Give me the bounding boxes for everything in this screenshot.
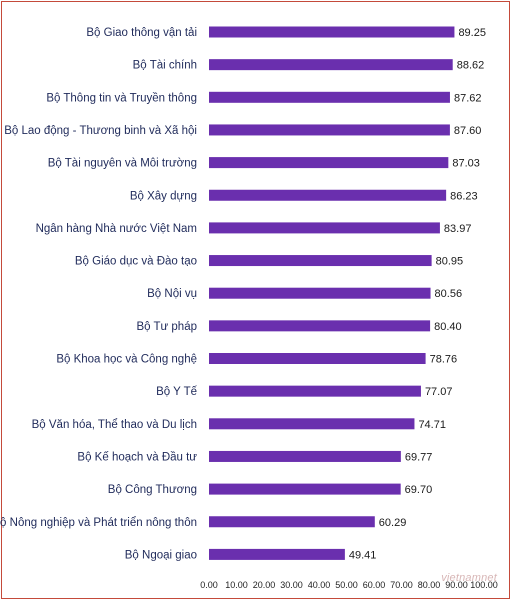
x-tick-label: 80.00 [418, 580, 441, 590]
x-tick-label: 100.00 [470, 580, 498, 590]
bar [209, 418, 415, 430]
value-label: 87.62 [454, 92, 482, 104]
value-label: 88.62 [457, 60, 485, 72]
category-label: Bộ Tài nguyên và Môi trường [48, 158, 197, 170]
bar [209, 124, 450, 136]
bar [209, 548, 345, 560]
category-label: Bộ Lao động - Thương binh và Xã hội [4, 125, 197, 137]
value-label: 60.29 [379, 517, 407, 529]
bar [209, 320, 431, 332]
watermark-logo: vietnamnet [441, 572, 497, 584]
category-label: Bộ Giao thông vận tải [86, 27, 197, 39]
category-label: Bộ Kế hoạch và Đầu tư [77, 451, 197, 463]
category-label: Bộ Giáo dục và Đào tạo [75, 256, 197, 268]
value-label: 80.40 [434, 321, 462, 333]
value-label: 87.60 [454, 125, 482, 137]
category-label: Bộ Công Thương [108, 484, 197, 496]
category-label: Ngân hàng Nhà nước Việt Nam [36, 223, 197, 235]
bar [209, 157, 449, 169]
category-label: Bộ Tài chính [133, 60, 197, 72]
bar [209, 287, 431, 299]
value-label: 74.71 [418, 419, 446, 431]
x-tick-label: 20.00 [253, 580, 276, 590]
bar [209, 483, 401, 495]
bar [209, 189, 447, 201]
category-label: Bộ Ngoại giao [125, 549, 197, 561]
category-label: Bộ Xây dựng [130, 190, 197, 202]
category-label: Bộ Khoa học và Công nghệ [56, 354, 197, 366]
bar [209, 353, 426, 364]
value-label: 49.41 [349, 549, 377, 561]
value-label: 69.77 [405, 451, 433, 463]
bar [209, 516, 375, 528]
category-label: Bộ Tư pháp [136, 321, 197, 333]
bar [209, 450, 401, 462]
value-label: 69.70 [405, 484, 433, 496]
x-tick-label: 60.00 [363, 580, 386, 590]
bar [209, 385, 421, 397]
category-label: Bộ Nông nghiệp và Phát triển nông thôn [0, 517, 197, 529]
x-tick-label: 40.00 [308, 580, 331, 590]
x-tick-label: 30.00 [280, 580, 303, 590]
value-label: 83.97 [444, 223, 472, 235]
category-label: Bộ Văn hóa, Thể thao và Du lịch [32, 419, 197, 431]
bar [209, 222, 440, 234]
x-tick-label: 50.00 [335, 580, 358, 590]
value-label: 87.03 [452, 158, 480, 170]
category-label: Bộ Thông tin và Truyền thông [46, 92, 197, 104]
bar [209, 91, 450, 103]
x-tick-label: 0.00 [200, 580, 218, 590]
bar [209, 255, 432, 267]
value-label: 86.23 [450, 190, 478, 202]
value-label: 80.95 [436, 256, 464, 268]
value-label: 77.07 [425, 386, 453, 398]
x-tick-label: 10.00 [225, 580, 248, 590]
value-label: 78.76 [430, 354, 458, 366]
category-label: Bộ Y Tế [156, 386, 198, 398]
bar [209, 59, 453, 71]
category-label: Bộ Nội vụ [147, 288, 197, 300]
value-label: 80.56 [435, 288, 463, 300]
value-label: 89.25 [458, 27, 486, 39]
x-tick-label: 70.00 [390, 580, 413, 590]
bar [209, 26, 455, 38]
x-tick-label: 90.00 [445, 580, 468, 590]
